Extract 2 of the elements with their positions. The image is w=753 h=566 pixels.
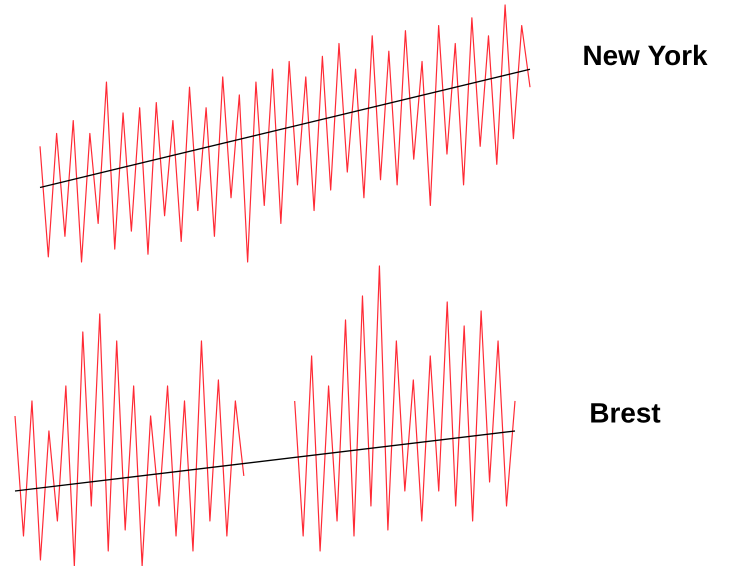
text: New York [584, 44, 708, 66]
text: Brest [591, 403, 660, 423]
